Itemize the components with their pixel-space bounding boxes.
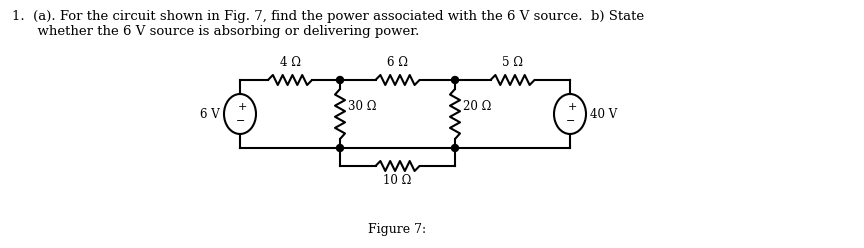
Circle shape [336,145,344,152]
Circle shape [452,76,459,84]
Text: 20 Ω: 20 Ω [463,99,492,113]
Text: +: + [568,102,576,112]
Text: 10 Ω: 10 Ω [384,174,411,187]
Text: whether the 6 V source is absorbing or delivering power.: whether the 6 V source is absorbing or d… [12,25,419,38]
Circle shape [336,76,344,84]
Text: −: − [566,116,575,126]
Text: 30 Ω: 30 Ω [348,99,377,113]
Text: 6 Ω: 6 Ω [387,56,408,69]
Text: 4 Ω: 4 Ω [279,56,301,69]
Text: −: − [237,116,245,126]
Text: +: + [238,102,247,112]
Text: Figure 7:: Figure 7: [368,223,427,236]
Text: 6 V: 6 V [200,107,220,121]
Text: 5 Ω: 5 Ω [502,56,523,69]
Circle shape [452,145,459,152]
Text: 40 V: 40 V [590,107,617,121]
Text: 1.  (a). For the circuit shown in Fig. 7, find the power associated with the 6 V: 1. (a). For the circuit shown in Fig. 7,… [12,10,645,23]
